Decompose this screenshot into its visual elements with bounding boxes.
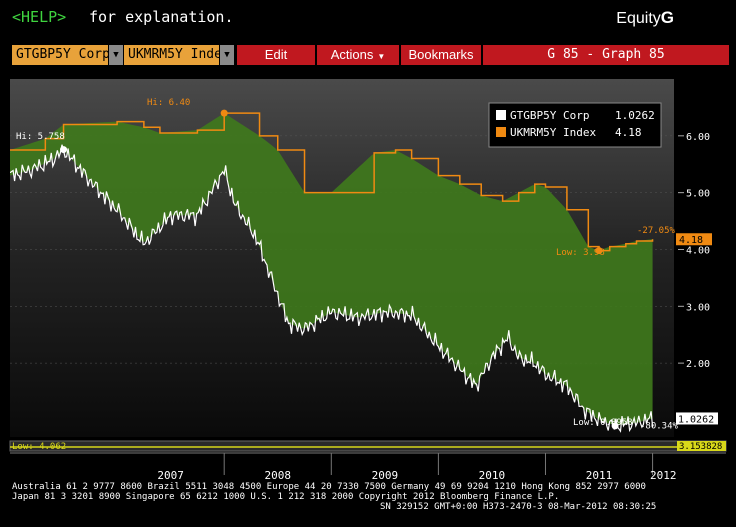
footer: Australia 61 2 9777 8600 Brazil 5511 304…: [12, 482, 656, 512]
help-text: for explanation.: [89, 8, 234, 26]
overview-strip: Low: 4.062 3.153828: [9, 440, 727, 452]
orange-low-dot: [595, 247, 603, 255]
y-tick-label: 4.00: [686, 245, 710, 256]
legend-box: [488, 102, 662, 148]
security2-field[interactable]: UKMRM5Y Index: [124, 45, 219, 65]
line-chart: Hi: 6.40 Low: 3.98 Hi: 5.758 Low: 0.8958 4.1…: [9, 79, 727, 512]
orange-low-label: Low: 3.98: [556, 248, 605, 258]
legend-swatch-gtgbp5y: [496, 110, 506, 120]
last-value-label-gtgbp5y: 1.0262: [678, 414, 714, 425]
y-tick-label: 6.00: [686, 132, 710, 143]
x-tick-label: 2007: [157, 469, 184, 482]
x-tick-label: 2008: [264, 469, 291, 482]
overview-low-label: Low: 4.062: [12, 442, 66, 452]
overview-last-label: 3.153828: [679, 442, 722, 452]
overview-strip-bg[interactable]: [9, 440, 727, 452]
chart-area: Hi: 6.40 Low: 3.98 Hi: 5.758 Low: 0.8958 4.1…: [0, 79, 736, 527]
security1-dropdown-icon[interactable]: ▼: [109, 45, 123, 65]
security2-dropdown-icon[interactable]: ▼: [220, 45, 234, 65]
orange-hi-label: Hi: 6.40: [147, 98, 190, 108]
y-tick-label: 5.00: [686, 189, 710, 200]
graph-title: G 85 - Graph 85: [483, 45, 729, 65]
white-hi-label: Hi: 5.758: [16, 132, 65, 142]
help-bar: <HELP> for explanation. EquityG: [0, 0, 736, 36]
footer-line1: Australia 61 2 9777 8600 Brazil 5511 304…: [12, 482, 646, 492]
legend-value-ukmrm5y: 4.18: [615, 126, 642, 139]
x-axis: 2007 2008 2009 2010 2011 2012: [10, 452, 726, 482]
security1-field[interactable]: GTGBP5Y Corp: [12, 45, 108, 65]
last-value-box-ukmrm5y: [676, 233, 712, 246]
legend-name-gtgbp5y: GTGBP5Y Corp: [510, 109, 589, 122]
toolbar: GTGBP5Y Corp ▼ UKMRM5Y Index ▼ Edit Acti…: [0, 45, 736, 65]
help-key[interactable]: <HELP>: [12, 8, 67, 26]
change-label-gtgbp5y: -80.34%: [640, 421, 679, 431]
actions-label: Actions: [330, 47, 374, 62]
y-tick-label: 3.00: [686, 302, 710, 313]
change-label-ukmrm5y: -27.05%: [637, 226, 676, 236]
spread-area: [10, 113, 653, 426]
legend-swatch-ukmrm5y: [496, 127, 506, 137]
brand-prefix: Equity: [616, 10, 661, 27]
white-low-dot: [611, 422, 619, 430]
brand-logo: EquityG: [616, 8, 674, 28]
last-value-box-gtgbp5y: [676, 412, 718, 425]
series-line-ukmrm5y: [10, 112, 654, 252]
y-axis: 6.00 5.00 4.00 3.00 2.00: [678, 132, 710, 370]
legend-value-gtgbp5y: 1.0262: [615, 109, 655, 122]
legend: GTGBP5Y Corp 1.0262 UKMRM5Y Index 4.18: [488, 102, 662, 148]
footer-line2: Japan 81 3 3201 8900 Singapore 65 6212 1…: [12, 492, 559, 502]
x-tick-label: 2011: [586, 469, 613, 482]
edit-button[interactable]: Edit: [237, 45, 315, 65]
marks-layer: Hi: 6.40 Low: 3.98 Hi: 5.758 Low: 0.8958 4.1…: [16, 98, 718, 431]
series-line-gtgbp5y: [10, 144, 654, 433]
x-tick-label: 2009: [372, 469, 399, 482]
orange-hi-dot: [220, 109, 228, 117]
x-tick-label: 2010: [479, 469, 506, 482]
plot-layer: [10, 112, 654, 433]
chevron-down-icon: ▼: [377, 52, 386, 61]
white-low-label: Low: 0.8958: [573, 418, 633, 428]
overview-last-box: [677, 441, 726, 451]
brand-suffix: G: [660, 8, 674, 27]
y-tick-label: 2.00: [686, 359, 710, 370]
footer-line3: SN 329152 GMT+0:00 H373-2470-3 08-Mar-20…: [380, 502, 656, 512]
bookmarks-button[interactable]: Bookmarks: [401, 45, 481, 65]
last-value-label-ukmrm5y: 4.18: [679, 235, 703, 246]
legend-name-ukmrm5y: UKMRM5Y Index: [510, 126, 596, 139]
x-tick-label: 2012: [650, 469, 677, 482]
white-hi-dot: [60, 146, 68, 154]
actions-button[interactable]: Actions ▼: [317, 45, 399, 65]
